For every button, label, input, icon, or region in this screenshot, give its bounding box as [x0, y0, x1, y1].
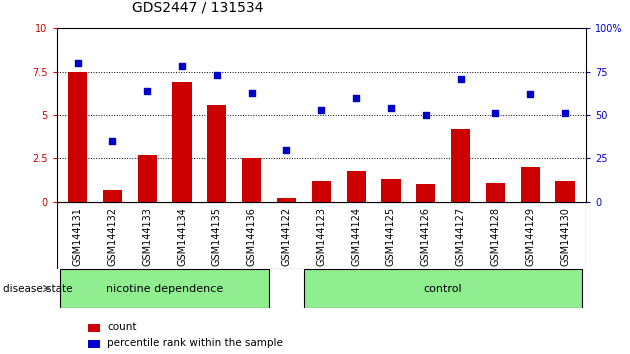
Bar — [207, 105, 226, 202]
Text: GDS2447 / 131534: GDS2447 / 131534 — [132, 0, 264, 14]
Bar — [68, 72, 87, 202]
Bar — [312, 181, 331, 202]
Point — [212, 72, 222, 78]
Point — [421, 112, 431, 118]
Text: GSM144132: GSM144132 — [107, 207, 117, 266]
Bar — [381, 179, 401, 202]
Point — [282, 147, 292, 153]
Text: GSM144122: GSM144122 — [282, 207, 292, 266]
Point — [386, 105, 396, 111]
Text: GSM144136: GSM144136 — [247, 207, 256, 266]
Bar — [277, 198, 296, 202]
Point — [455, 76, 466, 81]
Bar — [137, 155, 157, 202]
Bar — [242, 159, 261, 202]
Text: GSM144128: GSM144128 — [490, 207, 500, 266]
Text: GSM144125: GSM144125 — [386, 207, 396, 266]
Text: GSM144130: GSM144130 — [560, 207, 570, 266]
Bar — [556, 181, 575, 202]
Point — [107, 138, 117, 144]
Point — [351, 95, 361, 101]
Text: percentile rank within the sample: percentile rank within the sample — [107, 338, 283, 348]
Text: GSM144134: GSM144134 — [177, 207, 187, 266]
Text: GSM144135: GSM144135 — [212, 207, 222, 266]
Text: disease state: disease state — [3, 284, 72, 293]
Bar — [346, 171, 365, 202]
Text: count: count — [107, 322, 137, 332]
Text: control: control — [424, 284, 462, 293]
Point — [525, 91, 536, 97]
Text: GSM144124: GSM144124 — [351, 207, 361, 266]
Text: GSM144131: GSM144131 — [72, 207, 83, 266]
Text: GSM144127: GSM144127 — [455, 207, 466, 266]
Bar — [486, 183, 505, 202]
Text: GSM144123: GSM144123 — [316, 207, 326, 266]
Point — [72, 60, 83, 66]
Point — [246, 90, 256, 95]
Point — [142, 88, 152, 93]
Bar — [88, 324, 100, 332]
Bar — [451, 129, 470, 202]
Point — [490, 110, 500, 116]
Bar — [173, 82, 192, 202]
Bar — [103, 190, 122, 202]
Bar — [88, 340, 100, 348]
Point — [177, 64, 187, 69]
Bar — [304, 269, 582, 308]
Bar — [520, 167, 540, 202]
Point — [316, 107, 326, 113]
Text: GSM144129: GSM144129 — [525, 207, 536, 266]
Point — [560, 110, 570, 116]
Text: nicotine dependence: nicotine dependence — [106, 284, 223, 293]
Bar — [60, 269, 269, 308]
Bar — [416, 184, 435, 202]
Text: GSM144126: GSM144126 — [421, 207, 431, 266]
Text: GSM144133: GSM144133 — [142, 207, 152, 266]
